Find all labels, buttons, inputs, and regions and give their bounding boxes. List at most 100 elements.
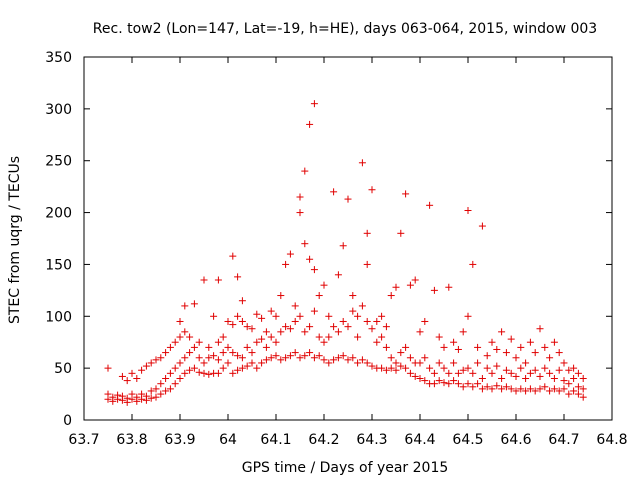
data-point bbox=[123, 394, 131, 402]
data-point bbox=[574, 383, 582, 391]
data-point bbox=[330, 356, 338, 364]
data-point bbox=[469, 383, 477, 391]
data-point bbox=[291, 349, 299, 357]
data-point bbox=[262, 356, 270, 364]
data-point bbox=[512, 354, 520, 362]
data-point bbox=[138, 366, 146, 374]
data-point bbox=[560, 359, 568, 367]
data-point bbox=[378, 364, 386, 372]
data-point bbox=[234, 366, 242, 374]
data-point bbox=[272, 312, 280, 320]
data-point bbox=[205, 370, 213, 378]
data-point bbox=[224, 343, 232, 351]
x-tick-label: 64.8 bbox=[596, 432, 627, 448]
data-point bbox=[195, 354, 203, 362]
data-point bbox=[118, 372, 126, 380]
chart-title: Rec. tow2 (Lon=147, Lat=-19, h=HE), days… bbox=[93, 21, 597, 37]
data-point bbox=[507, 385, 515, 393]
data-point bbox=[546, 369, 554, 377]
data-point bbox=[502, 349, 510, 357]
data-point bbox=[507, 369, 515, 377]
data-point bbox=[162, 349, 170, 357]
data-point bbox=[282, 260, 290, 268]
data-point bbox=[330, 323, 338, 331]
data-point bbox=[157, 390, 165, 398]
data-point bbox=[502, 366, 510, 374]
data-point bbox=[195, 338, 203, 346]
data-point bbox=[498, 375, 506, 383]
y-tick-label: 100 bbox=[45, 309, 72, 325]
data-point bbox=[286, 250, 294, 258]
y-tick-label: 150 bbox=[45, 257, 72, 273]
data-point bbox=[296, 209, 304, 217]
data-point bbox=[224, 359, 232, 367]
data-point bbox=[152, 393, 160, 401]
data-point bbox=[382, 366, 390, 374]
data-point bbox=[214, 276, 222, 284]
y-tick-label: 0 bbox=[63, 413, 72, 429]
y-tick-labels: 0 50 100 150 200 250 300 350 bbox=[45, 50, 72, 429]
data-point bbox=[147, 394, 155, 402]
x-tick-label: 63.8 bbox=[116, 432, 147, 448]
data-point bbox=[339, 317, 347, 325]
data-point bbox=[440, 379, 448, 387]
y-axis-label: STEC from uqrg / TECUs bbox=[7, 156, 23, 324]
data-point bbox=[200, 369, 208, 377]
data-point bbox=[363, 317, 371, 325]
data-point bbox=[253, 364, 261, 372]
data-point bbox=[450, 377, 458, 385]
x-tick-label: 64 bbox=[219, 432, 237, 448]
x-tick-label: 64.5 bbox=[452, 432, 483, 448]
data-point bbox=[258, 314, 266, 322]
data-point bbox=[157, 354, 165, 362]
data-point bbox=[344, 195, 352, 203]
data-point bbox=[133, 375, 141, 383]
data-point bbox=[267, 333, 275, 341]
data-point bbox=[354, 359, 362, 367]
data-point bbox=[574, 390, 582, 398]
data-point bbox=[546, 354, 554, 362]
data-point bbox=[498, 328, 506, 336]
data-point bbox=[363, 359, 371, 367]
data-point bbox=[541, 364, 549, 372]
data-point bbox=[277, 328, 285, 336]
data-point bbox=[138, 390, 146, 398]
data-point bbox=[363, 260, 371, 268]
data-point bbox=[171, 338, 179, 346]
y-tick-label: 50 bbox=[54, 361, 72, 377]
data-point bbox=[238, 297, 246, 305]
data-point bbox=[565, 390, 573, 398]
data-point bbox=[550, 338, 558, 346]
data-point bbox=[262, 343, 270, 351]
data-point bbox=[570, 364, 578, 372]
data-point bbox=[315, 333, 323, 341]
data-point bbox=[478, 222, 486, 230]
data-point bbox=[493, 362, 501, 370]
data-point bbox=[522, 359, 530, 367]
data-point bbox=[200, 359, 208, 367]
data-point bbox=[435, 333, 443, 341]
data-point bbox=[291, 317, 299, 325]
data-point bbox=[440, 364, 448, 372]
y-tick-label: 250 bbox=[45, 154, 72, 170]
data-point bbox=[574, 369, 582, 377]
data-point bbox=[243, 362, 251, 370]
data-point bbox=[253, 310, 261, 318]
data-point bbox=[282, 354, 290, 362]
data-point bbox=[339, 352, 347, 360]
data-point bbox=[406, 369, 414, 377]
data-point bbox=[488, 369, 496, 377]
data-point bbox=[306, 120, 314, 128]
data-point bbox=[445, 369, 453, 377]
data-point bbox=[248, 349, 256, 357]
data-point bbox=[162, 387, 170, 395]
data-point bbox=[118, 392, 126, 400]
data-point bbox=[579, 393, 587, 401]
plot-border bbox=[83, 56, 613, 421]
data-point bbox=[301, 352, 309, 360]
data-point bbox=[234, 273, 242, 281]
data-point bbox=[344, 323, 352, 331]
data-point bbox=[248, 359, 256, 367]
data-point bbox=[219, 333, 227, 341]
data-point bbox=[526, 338, 534, 346]
